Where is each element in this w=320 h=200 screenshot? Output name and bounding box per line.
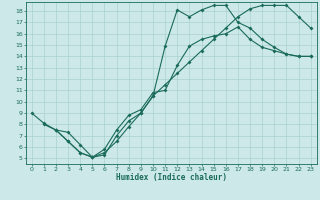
X-axis label: Humidex (Indice chaleur): Humidex (Indice chaleur) <box>116 173 227 182</box>
